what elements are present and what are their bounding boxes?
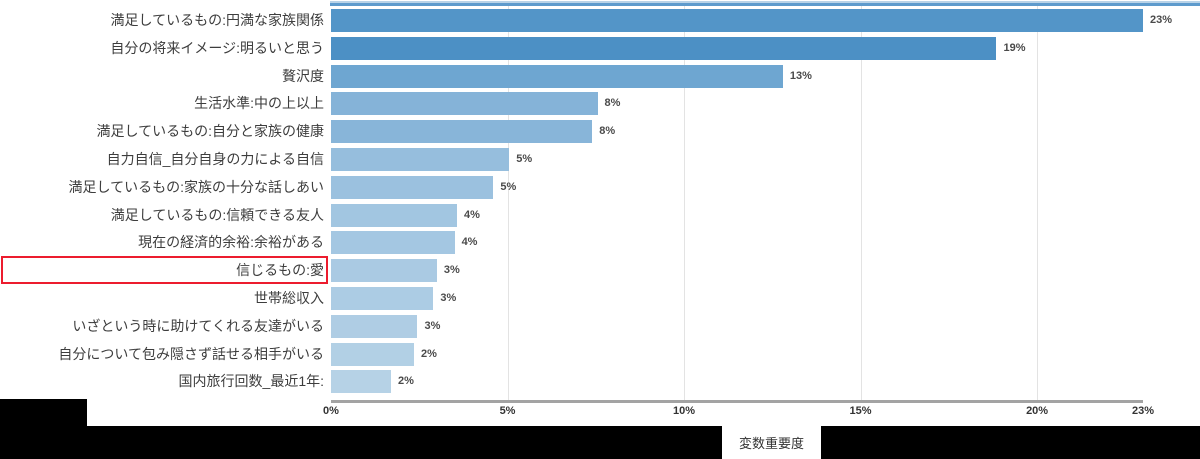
x-tick-label: 23% (1131, 405, 1155, 417)
bar[interactable] (331, 9, 1143, 32)
value-label: 3% (440, 292, 457, 304)
bar[interactable] (331, 175, 494, 199)
x-tick-label: 15% (849, 405, 872, 417)
category-label: 国内旅行回数_最近1年: (178, 373, 324, 390)
bar[interactable] (331, 370, 392, 394)
value-label: 8% (599, 125, 616, 138)
bar[interactable] (331, 64, 783, 88)
gridline (1037, 6, 1039, 401)
bar[interactable] (331, 36, 997, 60)
value-label: 2% (398, 375, 414, 388)
bar[interactable] (331, 314, 418, 338)
value-label: 8% (604, 97, 621, 110)
bar[interactable] (331, 203, 458, 227)
value-label: 4% (464, 208, 480, 221)
value-label: 5% (516, 153, 533, 165)
gridline (684, 6, 686, 401)
value-label: 4% (461, 236, 478, 249)
category-label: 自力自信_自分自身の力による自信 (106, 151, 324, 167)
bar[interactable] (331, 120, 593, 144)
category-label: いざという時に助けてくれる友達がいる (72, 317, 324, 334)
category-label: 自分の将来イメージ:明るいと思う (110, 39, 324, 56)
category-label: 満足しているもの:家族の十分な話しあい (68, 178, 324, 195)
bar[interactable] (331, 287, 434, 310)
x-tick-label: 10% (673, 405, 696, 417)
value-label: 23% (1150, 14, 1173, 26)
x-tick-label: 20% (1026, 405, 1049, 417)
redaction-box-bottom (0, 426, 1200, 459)
x-axis-title: 変数重要度 (722, 425, 821, 459)
x-tick-label: 0% (323, 405, 339, 417)
clipped-element-edge (330, 0, 1200, 6)
x-axis-line (331, 400, 1143, 403)
value-label: 2% (420, 347, 437, 360)
bar[interactable] (331, 259, 437, 283)
category-label: 世帯総収入 (254, 290, 324, 306)
bar[interactable] (331, 231, 455, 255)
value-label: 3% (424, 319, 441, 332)
x-tick-label: 5% (499, 405, 516, 417)
category-label: 現在の経済的余裕:余裕がある (138, 234, 324, 251)
value-label: 13% (789, 69, 812, 82)
category-label: 自分について包み隠さず話せる相手がいる (58, 345, 324, 362)
bar[interactable] (331, 342, 414, 366)
category-label: 満足しているもの:信頼できる友人 (110, 206, 324, 223)
category-label: 贅沢度 (282, 67, 324, 84)
highlight-box (1, 256, 328, 284)
value-label: 3% (443, 264, 460, 277)
category-label: 生活水準:中の上以上 (194, 95, 324, 112)
gridline (507, 6, 509, 401)
category-label: 満足しているもの:円満な家族関係 (110, 12, 324, 28)
bar[interactable] (331, 92, 598, 116)
gridline (860, 6, 862, 401)
category-label: 信じるもの:愛 (236, 262, 324, 279)
category-label: 満足しているもの:自分と家族の健康 (96, 123, 324, 140)
value-label: 5% (500, 180, 517, 193)
value-label: 19% (1003, 41, 1026, 54)
bar[interactable] (331, 148, 510, 171)
